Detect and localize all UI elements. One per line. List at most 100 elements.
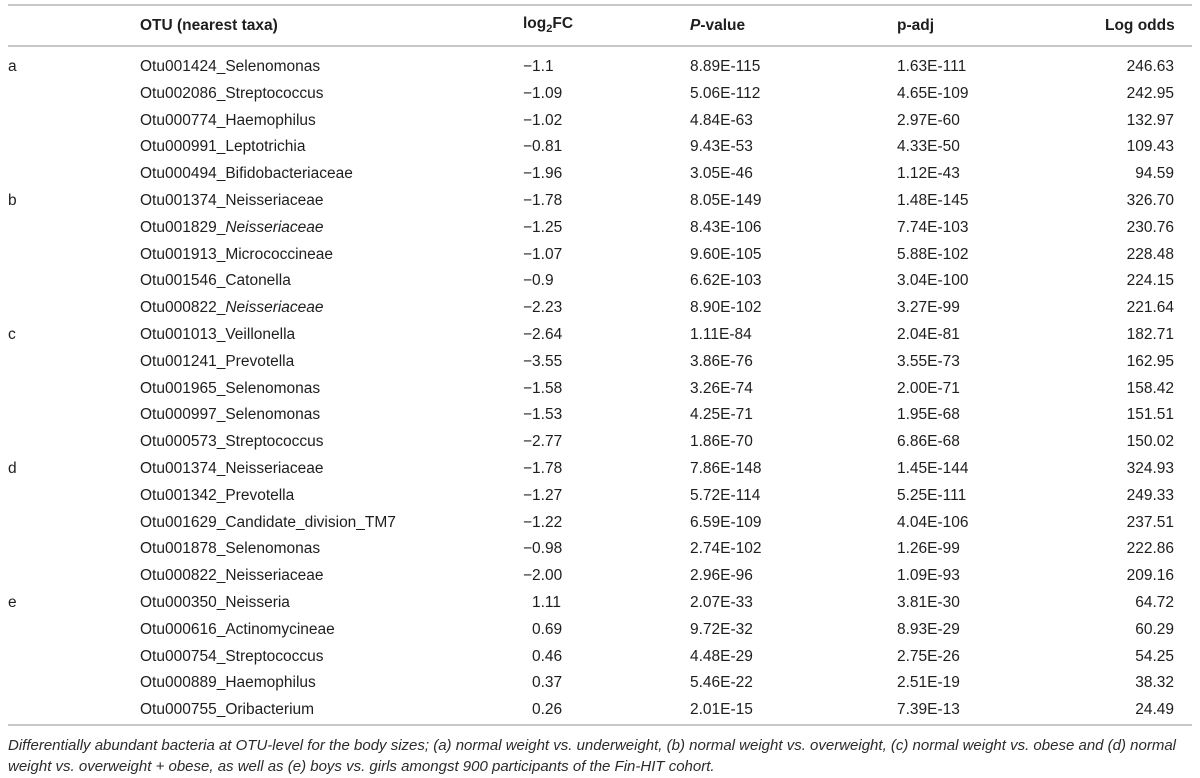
padj-cell: 2.51E-19 xyxy=(897,674,960,692)
padj-cell: 2.00E-71 xyxy=(897,379,960,397)
logodds-cell: 324.93 xyxy=(1126,459,1174,477)
otu-cell: Otu001241_Prevotella xyxy=(140,349,523,376)
table-row: b Otu001374_Neisseriaceae −1.78 8.05E-149 1.… xyxy=(8,188,1192,215)
table-row: Otu001965_Selenomonas −1.58 3.26E-74 2.00E-… xyxy=(8,376,1192,403)
otu-taxon-italic: Neisseriaceae xyxy=(225,218,324,236)
table-row: Otu000997_Selenomonas −1.53 4.25E-71 1.95E-… xyxy=(8,402,1192,429)
otu-name: Otu001374_Neisseriaceae xyxy=(140,459,324,477)
pvalue-cell: 9.60E-105 xyxy=(690,245,762,263)
padj-cell: 7.74E-103 xyxy=(897,218,969,236)
table-row: Otu002086_Streptococcus −1.09 5.06E-112 4.6… xyxy=(8,81,1192,108)
row-group-label xyxy=(8,644,140,671)
pvalue-cell: 6.62E-103 xyxy=(690,272,762,290)
pvalue-cell: 4.84E-63 xyxy=(690,111,753,129)
logodds-cell: 60.29 xyxy=(1135,620,1174,638)
otu-name: Otu001913_Micrococcineae xyxy=(140,245,334,263)
log2fc-cell: −0.98 xyxy=(523,540,563,558)
logodds-cell: 150.02 xyxy=(1126,433,1174,451)
logodds-cell: 242.95 xyxy=(1126,84,1174,102)
log2fc-cell: −2.64 xyxy=(523,325,563,343)
otu-taxon-italic: Neisseriaceae xyxy=(225,299,324,317)
log2fc-cell: −2.77 xyxy=(523,433,563,451)
log2fc-cell: 0.26 xyxy=(532,701,563,719)
logodds-cell: 64.72 xyxy=(1135,593,1174,611)
otu-name: Otu000822_ xyxy=(140,299,226,317)
otu-cell: Otu000616_Actinomycineae xyxy=(140,617,523,644)
padj-cell: 3.81E-30 xyxy=(897,593,960,611)
logodds-cell: 132.97 xyxy=(1126,111,1174,129)
otu-name: Otu001965_Selenomonas xyxy=(140,379,321,397)
otu-cell: Otu001965_Selenomonas xyxy=(140,376,523,403)
table-row: Otu001342_Prevotella −1.27 5.72E-114 5.25E-… xyxy=(8,483,1192,510)
otu-name: Otu000774_Haemophilus xyxy=(140,111,316,129)
row-group-label xyxy=(8,376,140,403)
logodds-cell: 326.70 xyxy=(1126,191,1174,209)
logodds-cell: 246.63 xyxy=(1126,58,1174,75)
padj-cell: 3.04E-100 xyxy=(897,272,969,290)
otu-cell: Otu000822_Neisseriaceae xyxy=(140,563,523,590)
row-group-label xyxy=(8,242,140,269)
otu-name: Otu001374_Neisseriaceae xyxy=(140,191,324,209)
log2fc-cell: −1.22 xyxy=(523,513,563,531)
table-bottom-rule xyxy=(8,723,1192,726)
otu-name: Otu001342_Prevotella xyxy=(140,486,295,504)
log2fc-post: FC xyxy=(552,15,574,33)
otu-name: Otu001546_Catonella xyxy=(140,272,291,290)
otu-cell: Otu001546_Catonella xyxy=(140,268,523,295)
log2fc-cell: −1.78 xyxy=(523,459,563,477)
pvalue-cell: 5.06E-112 xyxy=(690,84,761,102)
table-row: Otu001241_Prevotella −3.55 3.86E-76 3.55E-7… xyxy=(8,349,1192,376)
table-header-rule xyxy=(8,45,1192,47)
otu-name: Otu000755_Oribacterium xyxy=(140,701,315,719)
log2fc-cell: −2.23 xyxy=(523,299,563,317)
pvalue-cell: 2.01E-15 xyxy=(690,701,753,719)
pvalue-cell: 2.07E-33 xyxy=(690,593,753,611)
logodds-cell: 222.86 xyxy=(1126,540,1174,558)
otu-name: Otu000997_Selenomonas xyxy=(140,406,321,424)
log2fc-cell: −2.00 xyxy=(523,567,563,585)
log2fc-cell: −1.02 xyxy=(523,111,563,129)
logodds-cell: 182.71 xyxy=(1126,325,1174,343)
padj-cell: 1.45E-144 xyxy=(897,459,969,477)
pvalue-cell: 1.11E-84 xyxy=(690,325,752,343)
padj-cell: 8.93E-29 xyxy=(897,620,960,638)
otu-name: Otu000573_Streptococcus xyxy=(140,433,324,451)
log2fc-cell: −1.09 xyxy=(523,84,563,102)
logodds-cell: 221.64 xyxy=(1126,299,1174,317)
table-row: Otu000494_Bifidobacteriaceae −1.96 3.05E-4… xyxy=(8,161,1192,188)
pvalue-cell: 4.48E-29 xyxy=(690,647,753,665)
log2fc-cell: 1.11 xyxy=(532,593,562,611)
padj-cell: 5.88E-102 xyxy=(897,245,969,263)
otu-cell: Otu001424_Selenomonas xyxy=(140,54,523,81)
row-group-label xyxy=(8,429,140,456)
padj-cell: 7.39E-13 xyxy=(897,701,960,719)
table-row: d Otu001374_Neisseriaceae −1.78 7.86E-148 1.… xyxy=(8,456,1192,483)
table-row: Otu000822_Neisseriaceae −2.23 8.90E-102 3.2… xyxy=(8,295,1192,322)
logodds-cell: 94.59 xyxy=(1135,165,1174,183)
table-row: Otu000573_Streptococcus −2.77 1.86E-70 6.86… xyxy=(8,429,1192,456)
pvalue-italic-p: P xyxy=(690,16,701,34)
otu-cell: Otu000991_Leptotrichia xyxy=(140,134,523,161)
otu-name: Otu001241_Prevotella xyxy=(140,352,295,370)
table-row: Otu001829_Neisseriaceae −1.25 8.43E-106 7.7… xyxy=(8,215,1192,242)
table-row: Otu001913_Micrococcineae −1.07 9.60E-105 5.… xyxy=(8,242,1192,269)
pvalue-cell: 9.43E-53 xyxy=(690,138,753,156)
padj-cell: 1.95E-68 xyxy=(897,406,960,424)
log2fc-cell: −0.9 xyxy=(523,272,554,290)
table-row: Otu001878_Selenomonas −0.98 2.74E-102 1.26E… xyxy=(8,536,1192,563)
row-group-label xyxy=(8,536,140,563)
otu-name: Otu000350_Neisseria xyxy=(140,593,290,611)
pvalue-cell: 3.26E-74 xyxy=(690,379,753,397)
otu-cell: Otu000350_Neisseria xyxy=(140,590,523,617)
pvalue-cell: 4.25E-71 xyxy=(690,406,753,424)
padj-cell: 2.75E-26 xyxy=(897,647,960,665)
otu-cell: Otu001829_Neisseriaceae xyxy=(140,215,523,242)
padj-cell: 1.63E-111 xyxy=(897,58,967,75)
padj-cell: 6.86E-68 xyxy=(897,433,960,451)
pvalue-cell: 2.96E-96 xyxy=(690,567,753,585)
row-group-label: d xyxy=(8,459,17,477)
logodds-cell: 228.48 xyxy=(1126,245,1174,263)
pvalue-cell: 1.86E-70 xyxy=(690,433,753,451)
log2fc-cell: −1.27 xyxy=(523,486,563,504)
